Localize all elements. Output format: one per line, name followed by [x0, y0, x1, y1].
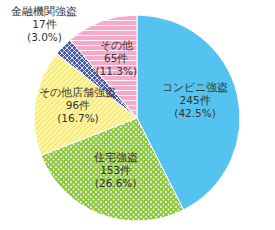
data-label: その他65件(11.3%) — [95, 39, 137, 77]
percent-label: (3.0%) — [27, 31, 62, 43]
category-label: コンビニ強盗 — [162, 81, 228, 93]
percent-label: (11.3%) — [95, 65, 137, 77]
value-label: 245件 — [180, 94, 211, 106]
value-label: 153件 — [100, 164, 131, 176]
data-label: その他店舗強盗96件(16.7%) — [39, 86, 116, 124]
value-label: 65件 — [104, 52, 128, 64]
category-label: その他 — [100, 39, 133, 51]
percent-label: (42.5%) — [174, 107, 216, 119]
data-labels: コンビニ強盗245件(42.5%) 住宅強盗153件(26.6%) その他店舗強盗9… — [11, 5, 228, 188]
category-label: 金融機関強盗 — [11, 5, 77, 17]
category-label: 住宅強盗 — [94, 151, 138, 163]
chart: コンビニ強盗245件(42.5%) 住宅強盗153件(26.6%) その他店舗強盗9… — [0, 0, 275, 230]
data-label: コンビニ強盗245件(42.5%) — [162, 81, 228, 119]
percent-label: (16.7%) — [57, 112, 99, 124]
data-label: 住宅強盗153件(26.6%) — [94, 151, 138, 189]
pie — [34, 15, 240, 221]
value-label: 17件 — [32, 18, 56, 30]
percent-label: (26.6%) — [95, 177, 137, 189]
data-label: 金融機関強盗17件(3.0%) — [11, 5, 77, 43]
category-label: その他店舗強盗 — [39, 86, 116, 98]
value-label: 96件 — [66, 99, 90, 111]
